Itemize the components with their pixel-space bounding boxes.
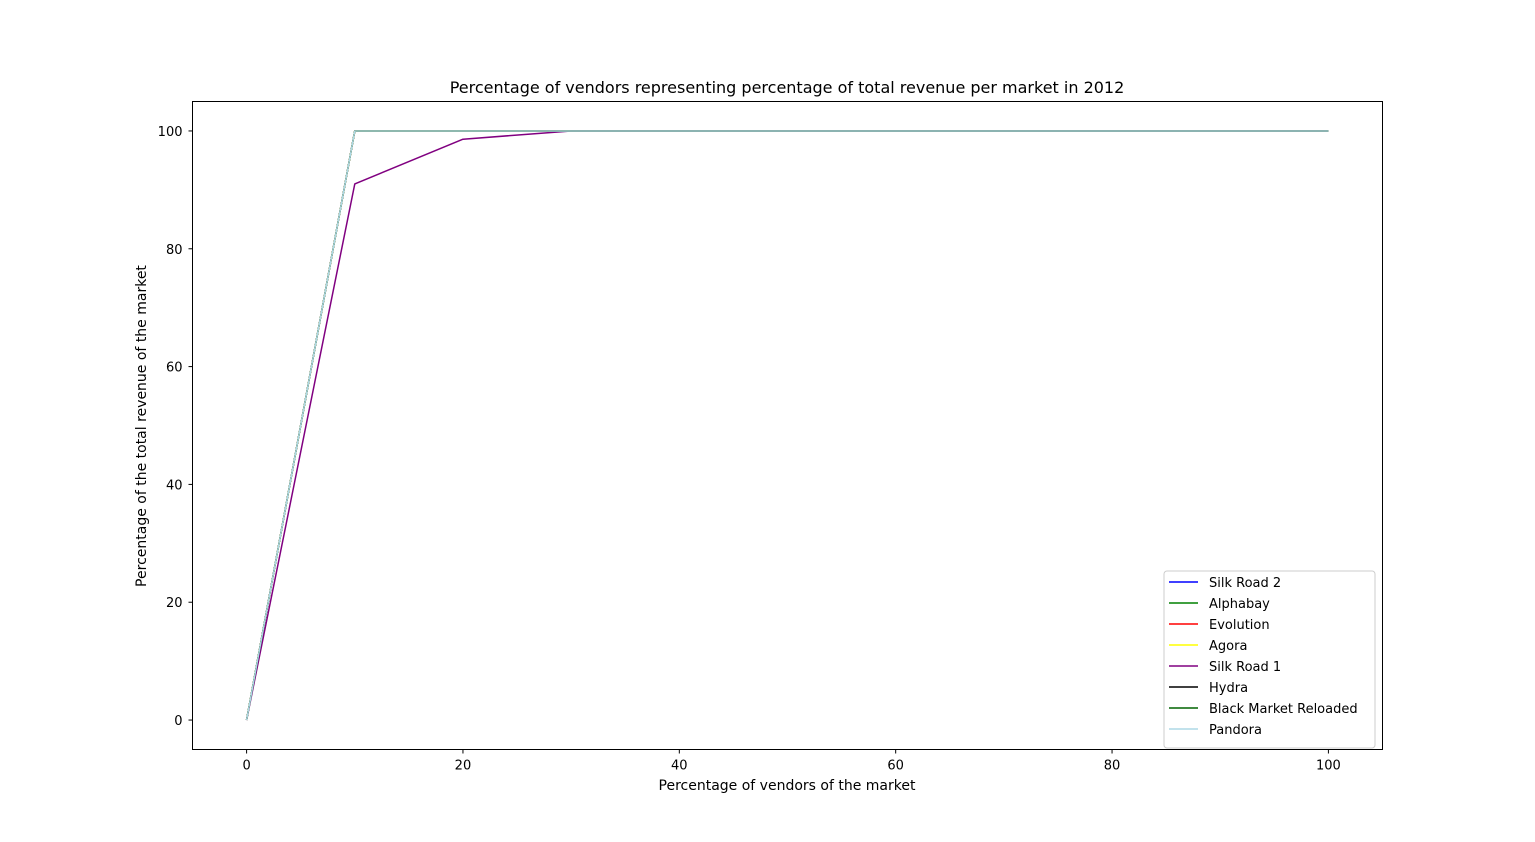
legend-label-2: Evolution	[1209, 618, 1270, 633]
x-tick-label-1: 20	[455, 759, 472, 774]
legend-box	[1163, 570, 1376, 749]
y-tick-label-0: 0	[174, 714, 182, 729]
legend-label-5: Hydra	[1209, 681, 1248, 696]
legend-label-3: Agora	[1209, 639, 1247, 654]
x-tick-label-4: 80	[1104, 759, 1121, 774]
x-axis-label: Percentage of vendors of the market	[659, 778, 916, 794]
y-tick-label-5: 100	[158, 125, 183, 140]
legend-label-7: Pandora	[1209, 723, 1262, 738]
plot-area-frame	[192, 101, 1383, 750]
y-tick-label-2: 40	[166, 478, 183, 493]
x-tick-label-5: 100	[1316, 759, 1341, 774]
y-axis-label: Percentage of the total revenue of the m…	[134, 265, 150, 587]
x-tick-label-3: 60	[887, 759, 904, 774]
x-tick-label-2: 40	[671, 759, 688, 774]
legend-label-1: Alphabay	[1209, 597, 1270, 612]
y-tick-label-4: 80	[166, 243, 183, 258]
legend: Silk Road 2 Alphabay Evolution Agora Silk Ro…	[1163, 570, 1376, 749]
legend-label-6: Black Market Reloaded	[1209, 702, 1358, 717]
legend-label-0: Silk Road 2	[1209, 576, 1281, 591]
y-tick-label-1: 20	[166, 596, 183, 611]
series-line-7	[245, 130, 1329, 721]
y-tick-label-3: 60	[166, 361, 183, 376]
chart-title: Percentage of vendors representing perce…	[450, 78, 1125, 97]
x-axis: 0 20 40 60 80 100	[242, 749, 1341, 774]
y-axis: 0 20 40 60 80 100	[158, 125, 193, 729]
series-layer	[245, 130, 1329, 721]
legend-label-4: Silk Road 1	[1209, 660, 1281, 675]
x-tick-label-0: 0	[242, 759, 250, 774]
